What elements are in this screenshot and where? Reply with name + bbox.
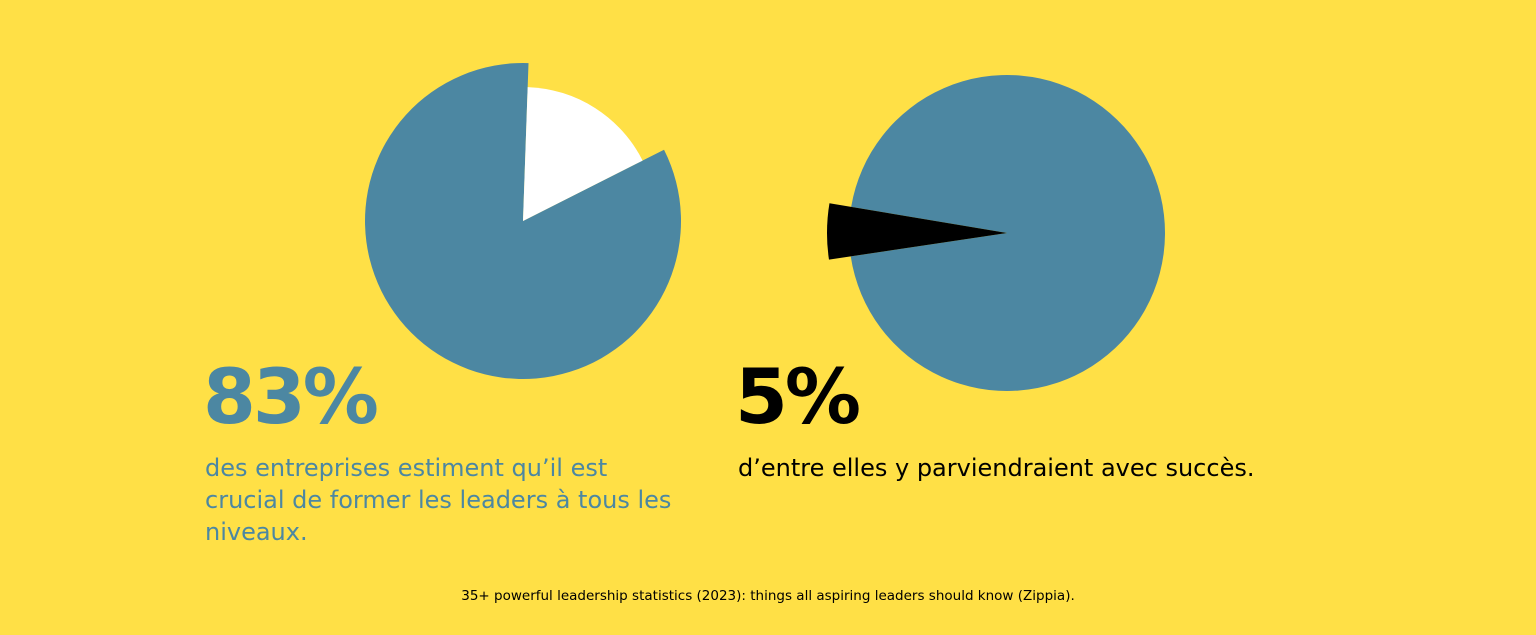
- pie-1-slice-highlight: [523, 87, 643, 221]
- pie-1-slice-main: [365, 63, 682, 380]
- stat-1-value: 83%: [203, 352, 379, 441]
- source-citation: 35+ powerful leadership statistics (2023…: [461, 588, 1075, 604]
- stat-1-description: des entreprises estiment qu’il est cruci…: [205, 454, 672, 546]
- stat-2-value: 5%: [735, 352, 861, 441]
- pie-2-slice-main: [850, 74, 1166, 391]
- stat-2-description: d’entre elles y parviendraient avec succ…: [738, 454, 1255, 482]
- pie-2-slice-highlight: [827, 203, 1007, 260]
